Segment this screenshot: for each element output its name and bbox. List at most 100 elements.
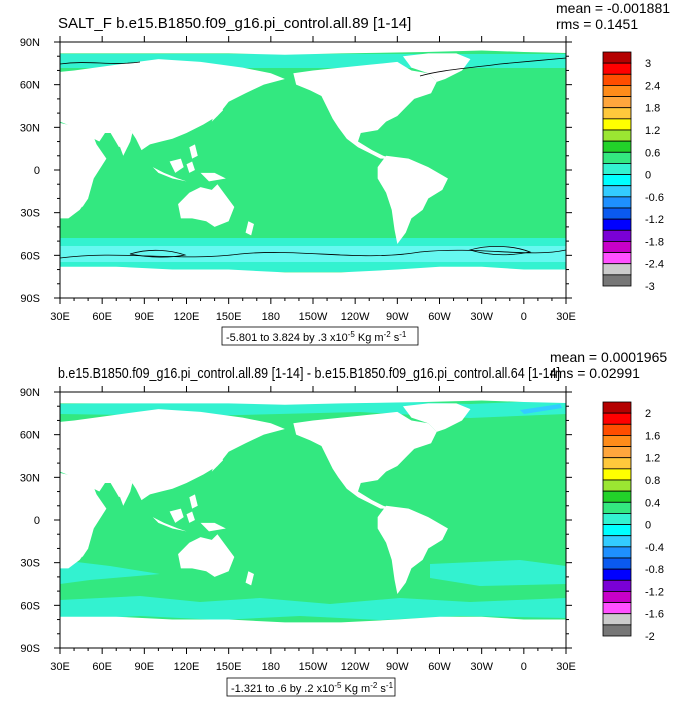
panel-1-range-exp: -5 xyxy=(348,330,356,339)
panel-2-colorbar: 2 1.6 1.2 0.8 0.4 0 -0.4 -0.8 -1.2 -1.6 -2 xyxy=(602,401,664,643)
colorbar-swatch xyxy=(602,229,632,242)
lat-label: 60N xyxy=(20,80,40,92)
colorbar-label: 2 xyxy=(645,408,651,420)
colorbar-swatch xyxy=(602,85,632,97)
colorbar-label: 3 xyxy=(645,58,651,70)
lon-label: 150W xyxy=(299,311,328,323)
lat-label: 60N xyxy=(20,430,40,442)
lon-label: 90W xyxy=(386,661,409,673)
colorbar-swatch xyxy=(602,568,632,581)
colorbar-label: 2.4 xyxy=(645,80,660,92)
colorbar-swatch xyxy=(602,613,632,626)
colorbar-swatch xyxy=(602,118,632,131)
panel-1-title: SALT_F b.e15.B1850.f09_g16.pi_control.al… xyxy=(58,15,411,32)
colorbar-swatch xyxy=(602,129,632,142)
colorbar-swatch xyxy=(602,435,632,447)
colorbar-swatch xyxy=(602,524,632,537)
lon-label: 30E xyxy=(50,661,70,673)
colorbar-swatch xyxy=(602,423,632,436)
colorbar-label: 0 xyxy=(645,170,651,182)
panel-2-range-exp-s: -1 xyxy=(386,681,394,690)
panel-1-range-exp-s: -1 xyxy=(399,330,407,339)
colorbar-swatch xyxy=(602,140,632,153)
lat-label: 90N xyxy=(20,387,40,399)
panel-2-title: b.e15.B1850.f09_g16.pi_control.all.89 [1… xyxy=(58,365,560,382)
lon-label: 30E xyxy=(556,311,576,323)
panel-1-lon-axis: 30E 60E 90E 120E 150E 180 150W 120W 90W 60W 30W 0 30… xyxy=(50,36,576,323)
colorbar-swatch xyxy=(602,62,632,75)
colorbar-swatch xyxy=(602,401,632,414)
colorbar-label: -0.4 xyxy=(645,542,664,554)
colorbar-swatch xyxy=(602,207,632,220)
lon-label: 120W xyxy=(341,311,370,323)
panel-2-southern-patches-3 xyxy=(430,560,566,586)
colorbar-swatch xyxy=(602,185,632,198)
colorbar-label: 0.6 xyxy=(645,147,660,159)
panel-2-lon-axis: 30E 60E 90E 120E 150E 180 150W 120W 90W 60W 30W 0 30… xyxy=(50,386,576,673)
colorbar-swatch xyxy=(602,73,632,86)
lon-label: 150E xyxy=(216,311,242,323)
colorbar-swatch xyxy=(602,163,632,175)
colorbar-label: -0.8 xyxy=(645,564,664,576)
panel-1-range-label: -5.801 to 3.824 by .3 x10-5 Kg m-2 s-1 xyxy=(226,330,407,344)
panel-1-range-exp-m: -2 xyxy=(384,330,392,339)
colorbar-swatch xyxy=(602,252,632,265)
panel-1-range-box xyxy=(221,326,419,346)
panel-2-range-box xyxy=(226,677,396,697)
lon-label: 90E xyxy=(135,311,155,323)
lon-label: 120E xyxy=(174,311,200,323)
lon-label: 60E xyxy=(92,311,112,323)
colorbar-swatch xyxy=(602,546,632,559)
lat-label: 30S xyxy=(20,208,40,220)
panel-2-map xyxy=(60,392,566,648)
lon-label: 30W xyxy=(470,661,493,673)
colorbar-swatch xyxy=(602,557,632,570)
colorbar-swatch xyxy=(602,196,632,209)
lat-label: 30S xyxy=(20,558,40,570)
lon-label: 150E xyxy=(216,661,242,673)
colorbar-swatch xyxy=(602,513,632,525)
colorbar-label: -0.6 xyxy=(645,192,664,204)
panel-2-range-text: -1.321 to .6 by .2 x10 xyxy=(231,683,334,695)
colorbar-label: -1.8 xyxy=(645,236,664,248)
lat-label: 90S xyxy=(20,643,40,655)
colorbar-swatch xyxy=(602,501,632,514)
lat-label: 90N xyxy=(20,37,40,49)
colorbar-swatch xyxy=(602,96,632,109)
panel-1-contour-arctic xyxy=(60,57,566,77)
lat-label: 30N xyxy=(20,472,40,484)
panel-1-colorbar: 3 2.4 1.8 1.2 0.6 0 -0.6 -1.2 -1.8 -2.4 -3 xyxy=(602,51,664,293)
colorbar-swatch xyxy=(602,479,632,492)
panel-1-range-units: Kg m xyxy=(355,332,384,344)
panel-1-range-text: -5.801 to 3.824 by .3 x10 xyxy=(226,332,348,344)
colorbar-swatch xyxy=(602,535,632,548)
panel-2-southern-patches xyxy=(60,596,566,620)
lat-label: 60S xyxy=(20,600,40,612)
colorbar-label: 0 xyxy=(645,520,651,532)
colorbar-swatch xyxy=(602,412,632,425)
panel-1-lat-axis: 90N 60N 30N 0 30S 60S 90S xyxy=(20,37,572,305)
lon-label: 60W xyxy=(428,661,451,673)
lat-label: 90S xyxy=(20,293,40,305)
lon-label: 0 xyxy=(521,311,527,323)
lon-label: 30E xyxy=(556,661,576,673)
lat-label: 30N xyxy=(20,122,40,134)
lon-label: 0 xyxy=(521,661,527,673)
lon-label: 60E xyxy=(92,661,112,673)
panel-1-mean: mean = -0.001881 xyxy=(556,0,670,16)
panel-1-contour-south-3 xyxy=(468,246,532,256)
colorbar-swatch xyxy=(602,579,632,592)
lat-label: 0 xyxy=(34,165,40,177)
colorbar-label: 1.2 xyxy=(645,453,660,465)
colorbar-label: -3 xyxy=(645,281,655,293)
colorbar-swatch xyxy=(602,241,632,253)
panel-1-rms: rms = 0.1451 xyxy=(556,16,638,32)
panel-2-range-label: -1.321 to .6 by .2 x10-5 Kg m-2 s-1 xyxy=(231,681,394,695)
lon-label: 150W xyxy=(299,661,328,673)
lat-label: 60S xyxy=(20,250,40,262)
lon-label: 30E xyxy=(50,311,70,323)
colorbar-swatch xyxy=(602,602,632,615)
colorbar-swatch xyxy=(602,107,632,120)
colorbar-swatch xyxy=(602,468,632,481)
